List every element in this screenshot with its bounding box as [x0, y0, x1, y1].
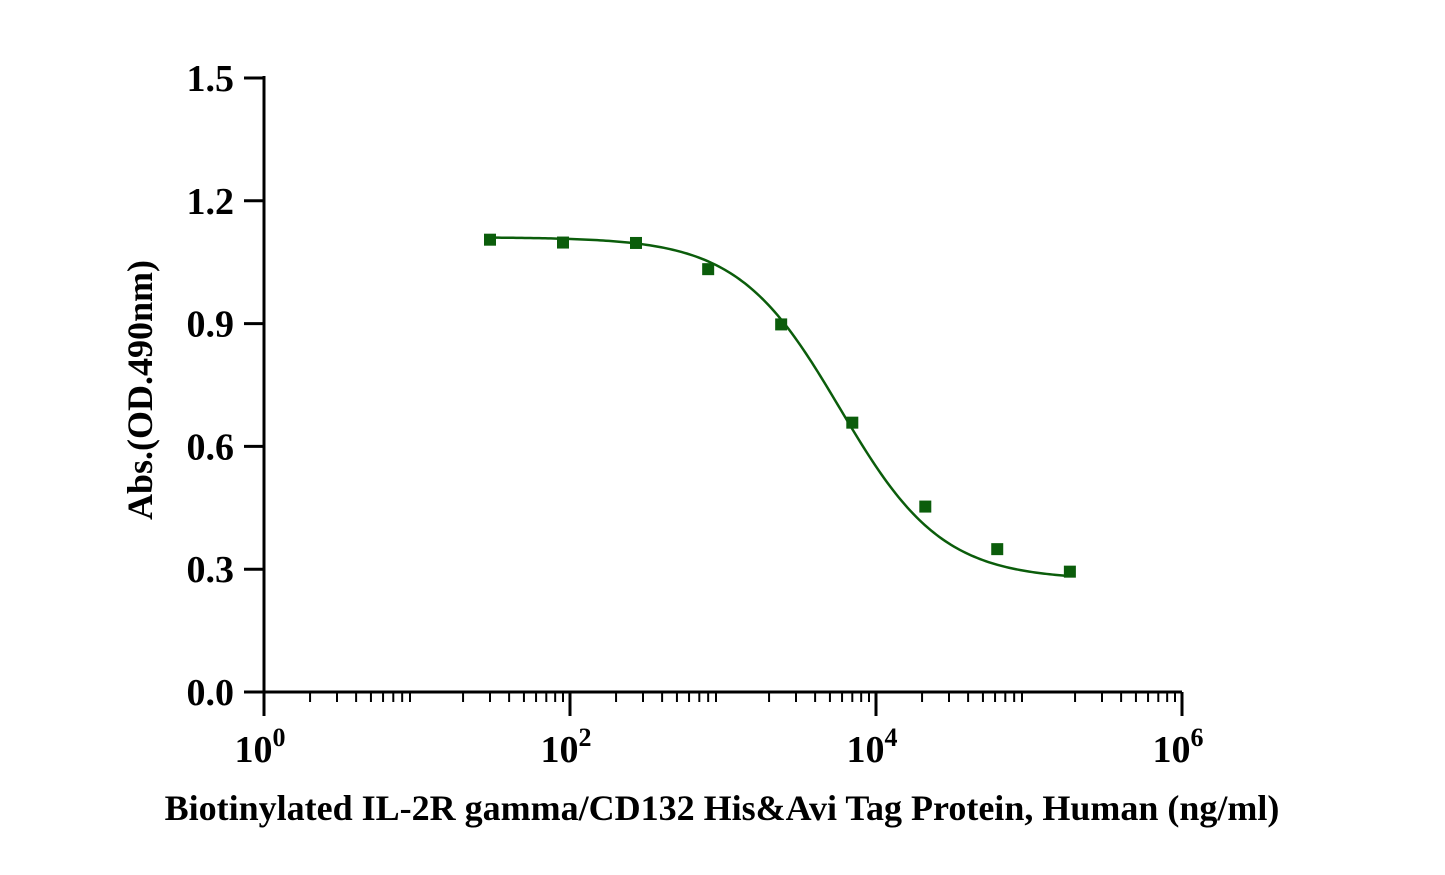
y-tick-label: 1.5 — [187, 58, 235, 100]
x-tick-exponent: 0 — [273, 723, 286, 752]
x-tick-base: 10 — [847, 729, 885, 771]
x-tick-base: 10 — [235, 729, 273, 771]
x-tick-base: 10 — [541, 729, 579, 771]
x-tick-base: 10 — [1153, 729, 1191, 771]
data-point — [483, 233, 496, 246]
data-point — [629, 236, 642, 249]
y-tick-label: 0.0 — [187, 672, 235, 714]
y-tick-label: 0.9 — [187, 304, 235, 346]
data-point — [919, 500, 932, 513]
data-point — [991, 543, 1004, 556]
fit-curve — [489, 236, 1070, 578]
data-point — [556, 236, 569, 249]
data-point — [702, 263, 715, 276]
x-axis: 100 102 104 106 — [235, 690, 1204, 771]
y-axis-title: Abs.(OD.490nm) — [120, 260, 160, 520]
x-axis-title: Biotinylated IL-2R gamma/CD132 His&Avi T… — [165, 788, 1280, 828]
x-tick-label: 106 — [1153, 723, 1204, 771]
data-point — [1063, 565, 1076, 578]
x-tick-exponent: 4 — [885, 723, 898, 752]
x-tick-label: 102 — [541, 723, 592, 771]
x-tick-exponent: 6 — [1191, 723, 1204, 752]
series-layer — [483, 233, 1076, 578]
y-tick-label: 1.2 — [187, 181, 235, 223]
y-tick-label: 0.6 — [187, 426, 235, 468]
data-point — [846, 416, 859, 429]
x-tick-exponent: 2 — [579, 723, 592, 752]
y-tick-label: 0.3 — [187, 549, 235, 591]
x-tick-label: 100 — [235, 723, 286, 771]
x-tick-label: 104 — [847, 723, 898, 771]
y-axis: 0.0 0.3 0.6 0.9 1.2 1.5 — [187, 58, 266, 714]
data-point — [775, 318, 788, 331]
